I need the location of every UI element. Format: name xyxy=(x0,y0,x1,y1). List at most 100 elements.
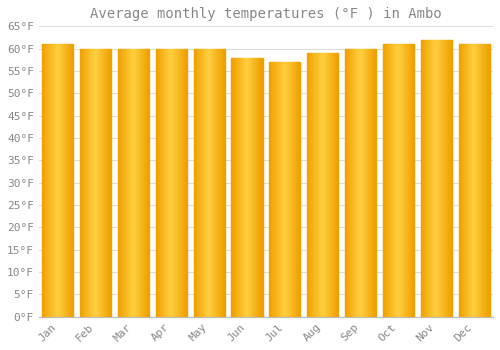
Bar xyxy=(314,53,316,317)
Bar xyxy=(402,44,404,317)
Bar xyxy=(103,49,104,317)
Bar xyxy=(162,49,163,317)
Bar xyxy=(167,49,168,317)
Bar xyxy=(60,44,61,317)
Bar xyxy=(292,62,293,317)
Bar xyxy=(410,44,411,317)
Bar xyxy=(199,49,200,317)
Bar xyxy=(373,49,374,317)
Bar xyxy=(393,44,394,317)
Bar xyxy=(460,44,462,317)
Bar xyxy=(252,57,253,317)
Bar xyxy=(196,49,198,317)
Bar xyxy=(68,44,69,317)
Bar xyxy=(254,57,256,317)
Bar xyxy=(370,49,371,317)
Bar xyxy=(434,40,435,317)
Bar xyxy=(206,49,207,317)
Bar xyxy=(360,49,362,317)
Bar xyxy=(244,57,245,317)
Bar xyxy=(59,44,60,317)
Bar xyxy=(156,49,157,317)
Bar xyxy=(294,62,295,317)
Bar xyxy=(56,44,58,317)
Bar xyxy=(161,49,162,317)
Bar xyxy=(82,49,83,317)
Bar xyxy=(486,44,488,317)
Bar xyxy=(451,40,452,317)
Bar xyxy=(285,62,286,317)
Bar xyxy=(471,44,472,317)
Bar xyxy=(440,40,442,317)
Bar xyxy=(400,44,402,317)
Bar xyxy=(424,40,425,317)
Bar xyxy=(180,49,182,317)
Bar xyxy=(102,49,103,317)
Bar xyxy=(333,53,334,317)
Bar xyxy=(222,49,224,317)
Bar xyxy=(446,40,448,317)
Bar xyxy=(211,49,212,317)
Bar xyxy=(327,53,328,317)
Bar xyxy=(58,44,59,317)
Bar xyxy=(345,49,346,317)
Bar xyxy=(316,53,318,317)
Bar xyxy=(469,44,470,317)
Bar xyxy=(329,53,330,317)
Bar xyxy=(253,57,254,317)
Bar xyxy=(442,40,444,317)
Bar xyxy=(61,44,62,317)
Bar xyxy=(394,44,396,317)
Bar xyxy=(426,40,427,317)
Bar xyxy=(107,49,108,317)
Bar xyxy=(124,49,125,317)
Bar xyxy=(307,53,308,317)
Bar xyxy=(288,62,289,317)
Bar xyxy=(372,49,373,317)
Bar xyxy=(132,49,134,317)
Bar xyxy=(320,53,322,317)
Bar xyxy=(44,44,46,317)
Bar xyxy=(467,44,468,317)
Bar xyxy=(354,49,356,317)
Bar xyxy=(251,57,252,317)
Bar xyxy=(413,44,414,317)
Bar xyxy=(472,44,473,317)
Bar xyxy=(470,44,471,317)
Bar xyxy=(270,62,272,317)
Bar xyxy=(280,62,282,317)
Bar xyxy=(212,49,214,317)
Bar xyxy=(96,49,98,317)
Bar xyxy=(435,40,436,317)
Bar xyxy=(245,57,246,317)
Bar xyxy=(143,49,144,317)
Bar xyxy=(178,49,180,317)
Bar xyxy=(94,49,96,317)
Bar xyxy=(62,44,63,317)
Bar xyxy=(291,62,292,317)
Bar xyxy=(328,53,329,317)
Bar xyxy=(289,62,290,317)
Bar xyxy=(144,49,145,317)
Bar xyxy=(184,49,186,317)
Bar xyxy=(367,49,368,317)
Bar xyxy=(146,49,147,317)
Bar xyxy=(429,40,430,317)
Bar xyxy=(406,44,408,317)
Bar xyxy=(145,49,146,317)
Bar xyxy=(165,49,166,317)
Bar xyxy=(475,44,476,317)
Bar xyxy=(128,49,130,317)
Bar xyxy=(480,44,482,317)
Bar xyxy=(100,49,101,317)
Bar xyxy=(411,44,412,317)
Bar xyxy=(109,49,110,317)
Bar xyxy=(110,49,111,317)
Bar xyxy=(48,44,50,317)
Bar xyxy=(205,49,206,317)
Bar xyxy=(101,49,102,317)
Bar xyxy=(168,49,169,317)
Bar xyxy=(385,44,386,317)
Bar xyxy=(250,57,251,317)
Bar xyxy=(164,49,165,317)
